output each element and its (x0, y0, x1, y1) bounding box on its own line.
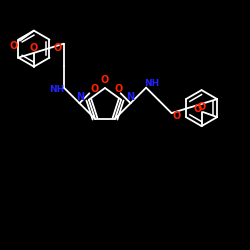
Text: O: O (10, 41, 18, 51)
Text: NH: NH (49, 85, 64, 94)
Text: O: O (30, 43, 38, 53)
Text: N: N (76, 92, 84, 102)
Text: O: O (54, 43, 62, 53)
Text: N: N (126, 92, 134, 102)
Text: O: O (90, 84, 98, 94)
Text: O: O (172, 111, 181, 121)
Text: NH: NH (144, 79, 160, 88)
Text: O: O (193, 104, 201, 114)
Text: O: O (114, 84, 123, 94)
Text: O: O (198, 102, 206, 112)
Text: O: O (101, 75, 109, 85)
